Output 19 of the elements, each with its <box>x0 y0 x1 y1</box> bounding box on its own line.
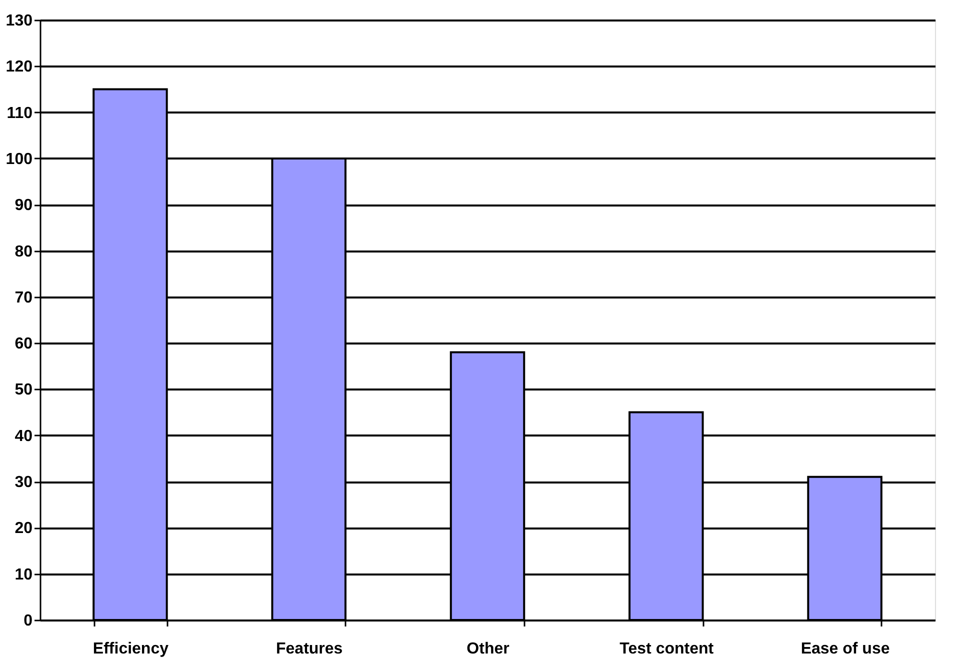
y-tick-label: 40 <box>14 428 33 445</box>
y-tick-label: 50 <box>14 382 33 399</box>
y-tick-label: 120 <box>6 58 33 76</box>
y-tick-label: 80 <box>14 243 33 260</box>
x-tick-label: Efficiency <box>92 640 169 658</box>
y-tick-label: 60 <box>14 336 33 353</box>
y-tick-label: 110 <box>6 104 33 122</box>
y-tick-label: 90 <box>14 197 33 214</box>
y-tick-label: 10 <box>14 566 33 584</box>
y-tick-label: 30 <box>14 474 33 492</box>
x-tick-label: Test content <box>620 640 714 658</box>
y-tick-label: 130 <box>6 12 33 30</box>
y-tick-label: 20 <box>14 520 33 538</box>
y-tick-label: 70 <box>14 289 33 306</box>
x-tick-label: Ease of use <box>800 640 890 658</box>
y-tick-label: 100 <box>6 150 33 168</box>
x-tick-label: Features <box>276 640 343 658</box>
y-tick-label: 0 <box>24 612 33 630</box>
x-tick-label: Other <box>466 640 510 658</box>
